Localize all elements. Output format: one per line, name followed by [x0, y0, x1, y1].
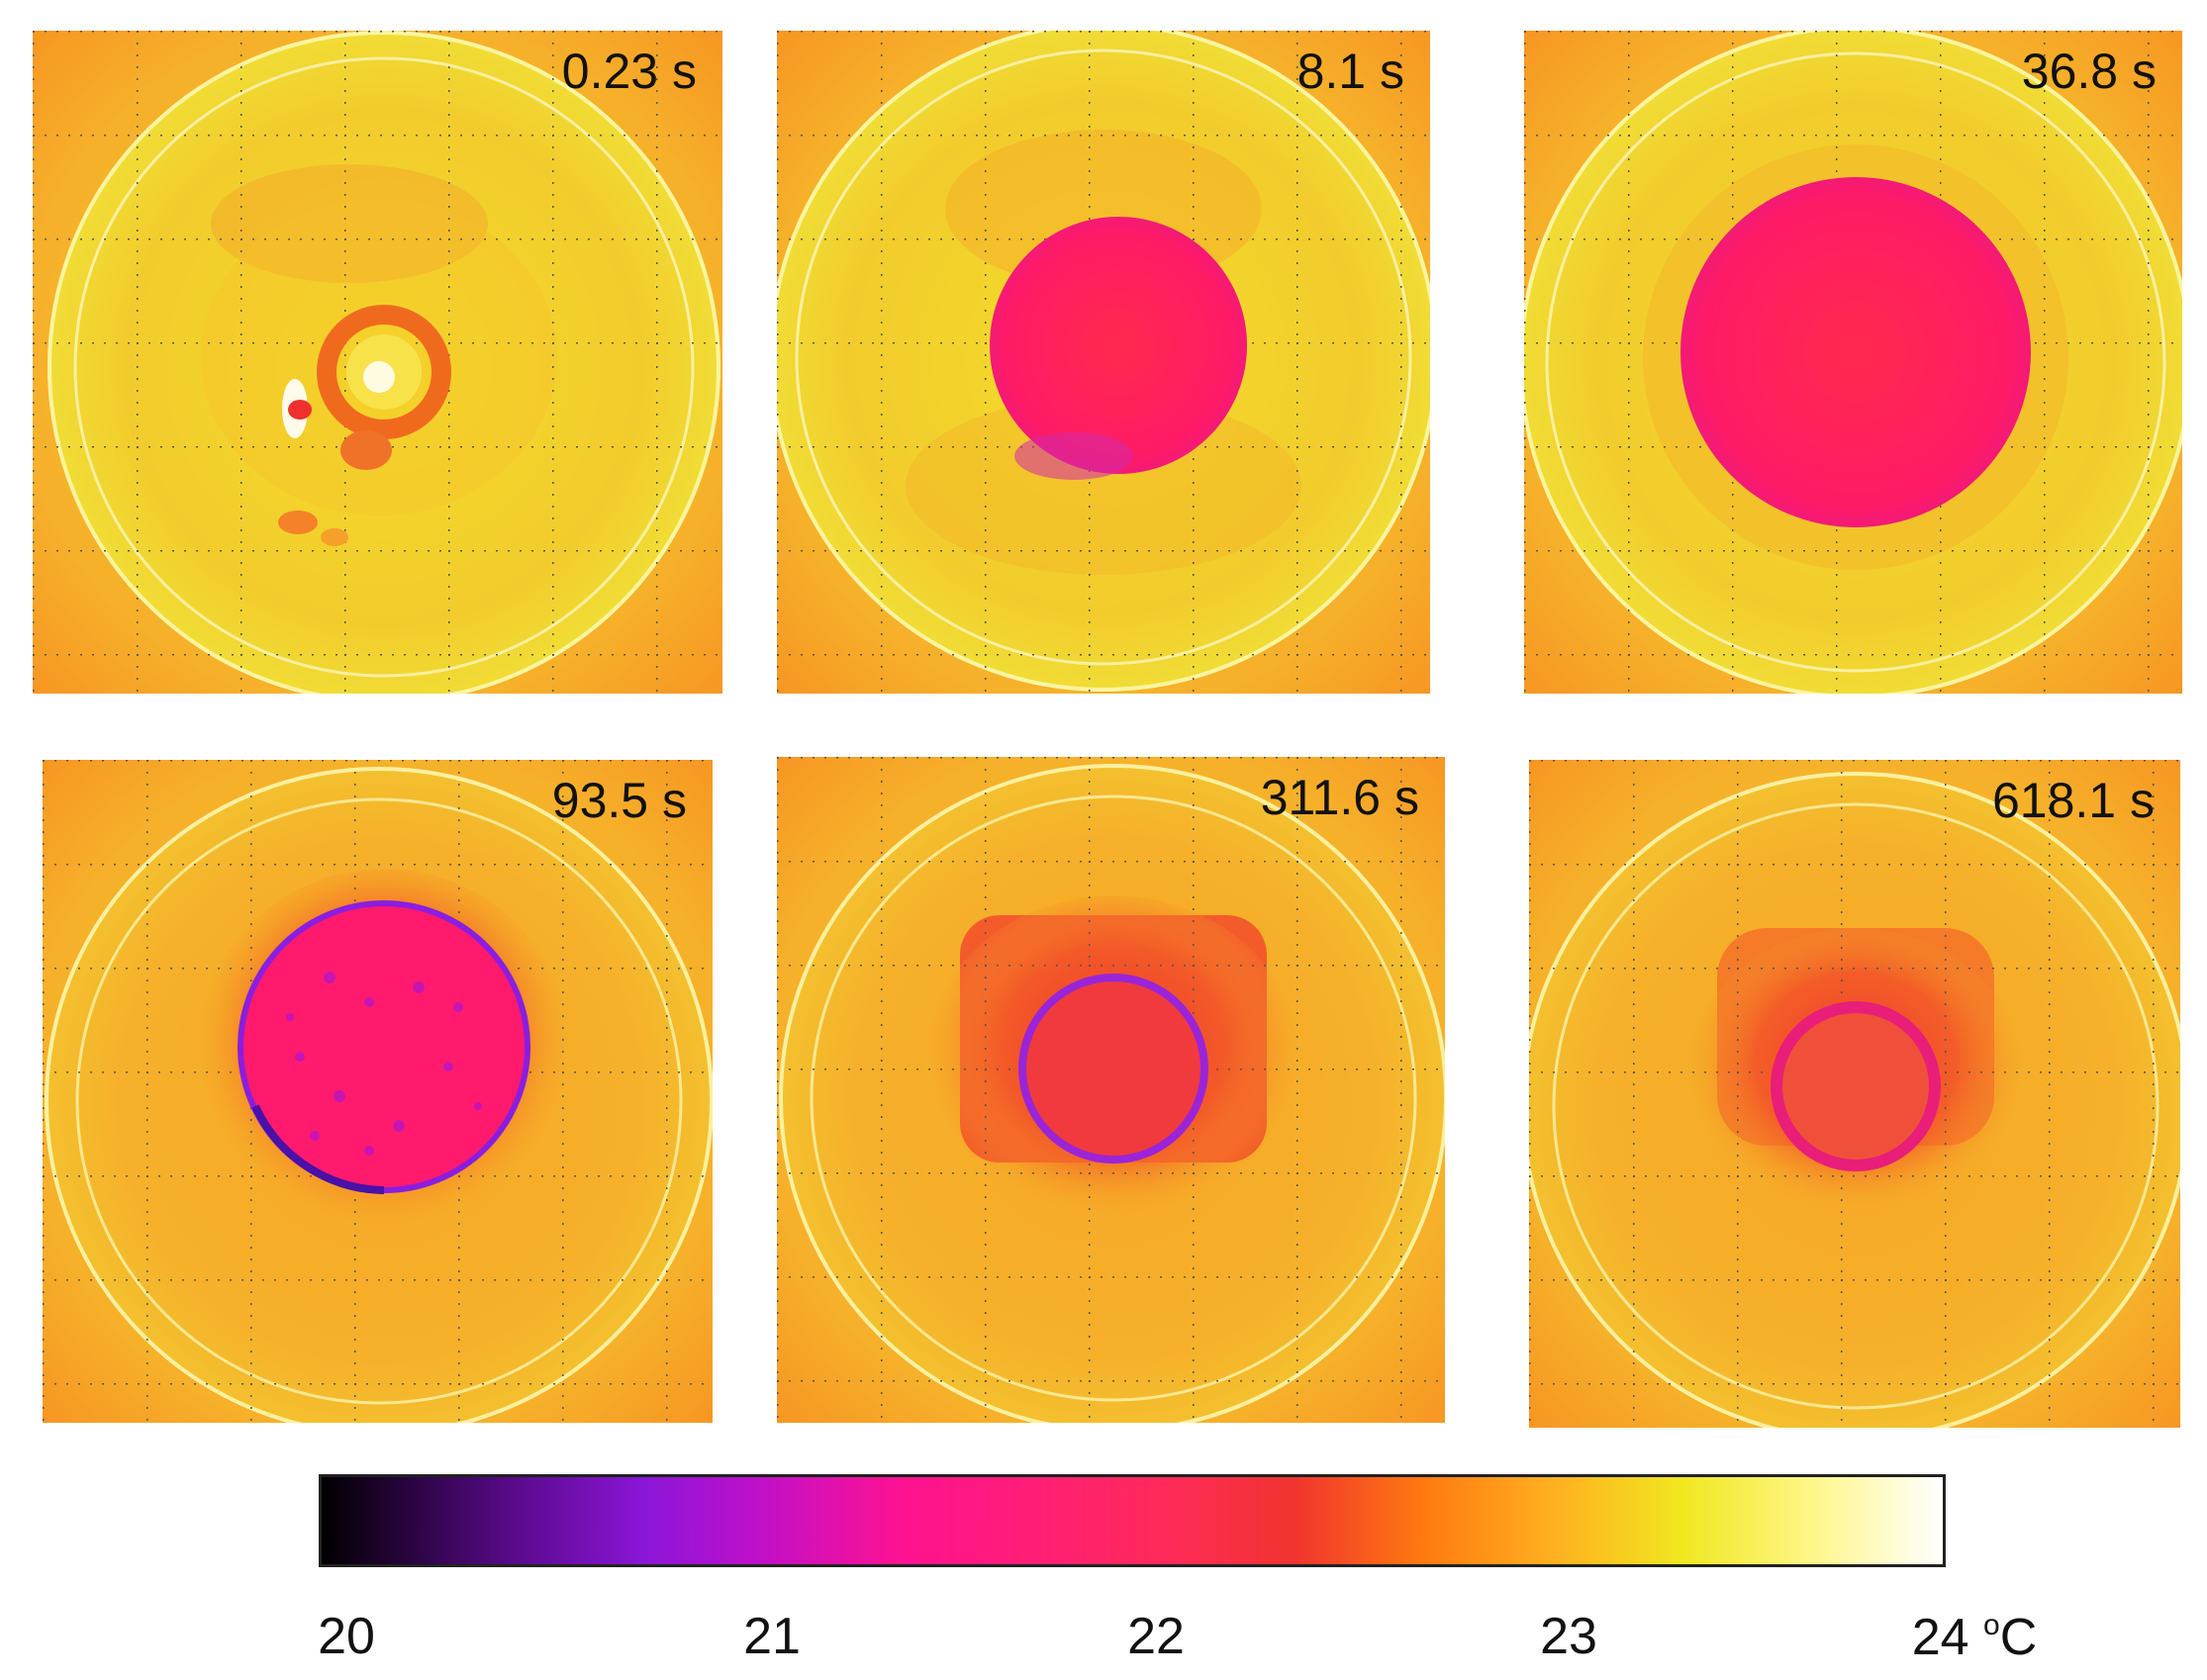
- time-label: 93.5 s: [551, 773, 687, 828]
- thermal-panel-3: 36.8 s: [1524, 31, 2182, 694]
- time-label: 618.1 s: [1991, 773, 2155, 828]
- colorbar-gradient: [319, 1474, 1946, 1567]
- thermal-panel-1: 0.23 s: [33, 31, 722, 694]
- thermal-image-4: [43, 760, 713, 1423]
- colorbar-tick: 23: [1540, 1608, 1597, 1665]
- degree-symbol: o: [1983, 1609, 2000, 1641]
- thermal-image-1: [33, 31, 722, 694]
- thermal-panel-2: 8.1 s: [777, 31, 1430, 694]
- thermal-image-6: [1529, 760, 2180, 1428]
- colorbar-tick: 20: [318, 1608, 375, 1665]
- unit-label: C: [1999, 1609, 2038, 1666]
- colorbar-tick-max: 24 oC: [1911, 1609, 2038, 1666]
- thermal-panel-6: 618.1 s: [1529, 760, 2180, 1428]
- time-label: 311.6 s: [1260, 770, 1419, 825]
- colorbar-tick: 22: [1127, 1608, 1185, 1665]
- thermal-image-2: [777, 31, 1430, 694]
- time-label: 0.23 s: [561, 44, 697, 99]
- time-label: 36.8 s: [2021, 44, 2157, 99]
- thermal-panel-5: 311.6 s: [777, 757, 1445, 1423]
- thermal-image-5: [777, 757, 1445, 1423]
- thermal-panel-4: 93.5 s: [43, 760, 713, 1423]
- colorbar-tick: 24: [1911, 1609, 1969, 1666]
- colorbar-tick: 21: [743, 1608, 801, 1665]
- colorbar: [319, 1474, 1946, 1567]
- thermal-image-3: [1524, 31, 2182, 694]
- time-label: 8.1 s: [1296, 44, 1404, 99]
